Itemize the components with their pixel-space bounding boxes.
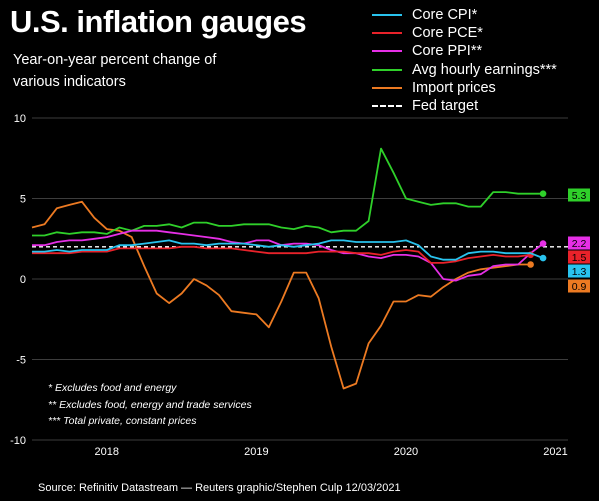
end-label-text-core-cpi: 1.3 <box>572 266 587 278</box>
end-label-text-import-prices: 0.9 <box>572 281 587 293</box>
end-label-text-avg-hourly-earnings: 5.3 <box>572 190 587 202</box>
legend-item-fed-target: Fed target <box>372 97 557 115</box>
legend-item-avg-hourly-earnings: Avg hourly earnings*** <box>372 61 557 79</box>
legend-swatch-core-cpi <box>372 14 402 17</box>
end-label-badge-import-prices <box>568 279 590 293</box>
legend-item-core-pce: Core PCE* <box>372 24 557 42</box>
source-credit: Source: Refinitiv Datastream — Reuters g… <box>38 482 401 494</box>
x-tick-label-2019: 2019 <box>244 446 268 458</box>
legend-label-core-pce: Core PCE* <box>412 25 483 42</box>
x-tick-label-2021: 2021 <box>543 446 567 458</box>
series-end-point-core-ppi <box>539 240 547 247</box>
series-layer <box>31 147 547 390</box>
legend-swatch-fed-target <box>372 105 402 108</box>
series-end-point-avg-hourly-earnings <box>539 190 547 197</box>
legend-swatch-import-prices <box>372 86 402 89</box>
series-line-avg-hourly-earnings <box>32 147 544 237</box>
end-label-badge-avg-hourly-earnings <box>568 188 590 202</box>
grid-layer: -10 -5 0 5 10 2018 2019 2020 2021 <box>10 113 568 458</box>
end-label-text-core-pce: 1.5 <box>572 252 587 264</box>
page-subtitle: Year-on-year percent change of various i… <box>13 52 217 90</box>
series-line-core-pce <box>32 245 531 264</box>
series-line-import-prices <box>31 200 531 390</box>
legend-swatch-avg-hourly-earnings <box>372 68 402 71</box>
end-label-badge-core-ppi <box>568 236 590 250</box>
legend-item-import-prices: Import prices <box>372 79 557 97</box>
end-label-badge-core-cpi <box>568 264 590 278</box>
series-end-point-core-cpi <box>539 254 547 262</box>
end-label-badge-core-pce <box>568 250 590 264</box>
series-line-core-cpi <box>32 239 544 261</box>
legend-label-avg-hourly-earnings: Avg hourly earnings*** <box>412 61 557 78</box>
end-label-layer: 1.3 1.5 2.2 5.3 0.9 <box>568 188 590 293</box>
y-tick-label-5: -5 <box>16 355 26 367</box>
y-tick-label-0: 0 <box>20 274 26 286</box>
legend-item-core-ppi: Core PPI** <box>372 42 557 60</box>
footnotes: * Excludes food and energy ** Excludes f… <box>48 380 252 430</box>
series-end-point-import-prices <box>527 261 534 268</box>
footnote-3: *** Total private, constant prices <box>48 415 197 427</box>
page-title: U.S. inflation gauges <box>10 4 307 39</box>
chart-legend: Core CPI* Core PCE* Core PPI** Avg hourl… <box>372 6 557 115</box>
legend-swatch-core-ppi <box>372 50 402 53</box>
y-tick-label-5: 5 <box>20 194 26 206</box>
footnote-2: ** Excludes food, energy and trade servi… <box>48 398 252 411</box>
x-tick-label-2020: 2020 <box>394 446 418 458</box>
series-line-core-ppi <box>32 229 544 282</box>
x-tick-label-2018: 2018 <box>95 446 119 458</box>
legend-item-core-cpi: Core CPI* <box>372 6 557 24</box>
legend-swatch-core-pce <box>372 32 402 35</box>
legend-label-import-prices: Import prices <box>412 79 496 96</box>
legend-label-core-cpi: Core CPI* <box>412 7 478 23</box>
end-label-text-core-ppi: 2.2 <box>572 238 587 250</box>
footnote-1: * Excludes food and energy <box>48 382 177 394</box>
legend-label-fed-target: Fed target <box>412 97 479 114</box>
y-tick-label-10: -10 <box>10 435 26 447</box>
y-tick-label-10: 10 <box>14 113 26 125</box>
legend-label-core-ppi: Core PPI** <box>412 43 483 60</box>
